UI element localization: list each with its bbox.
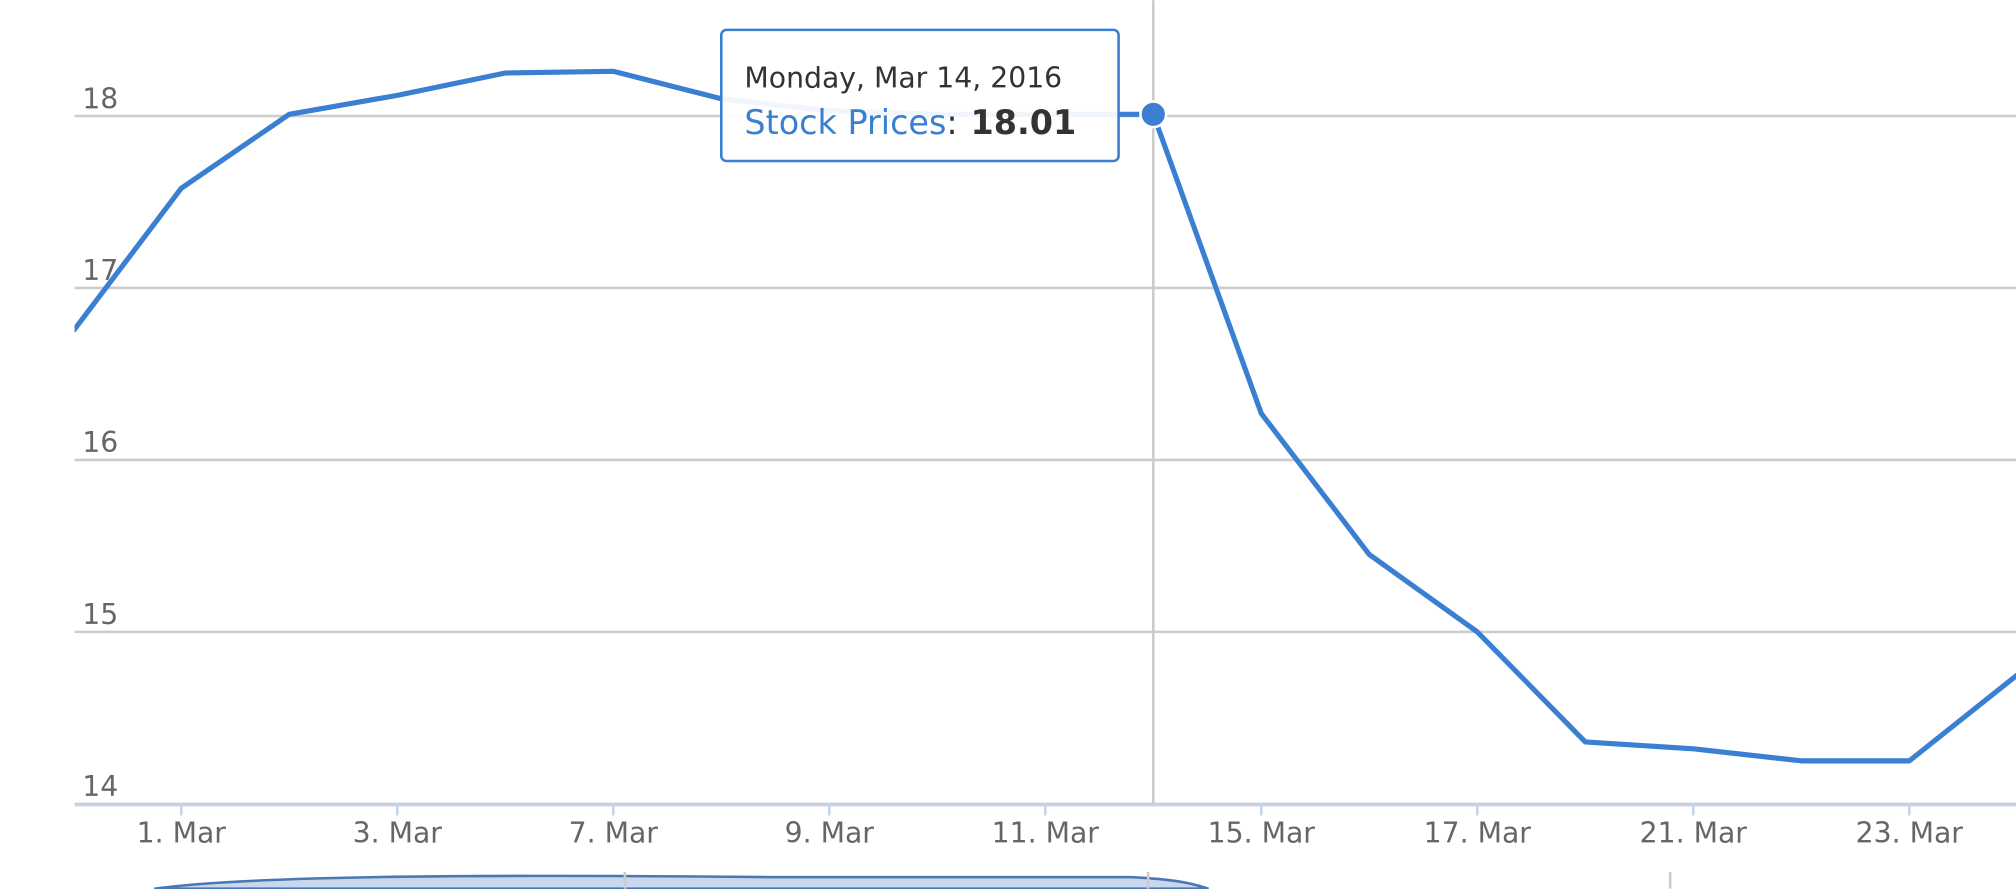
y-tick-label: 18 [82, 82, 118, 115]
tooltip: Monday, Mar 14, 2016 Stock Prices: 18.01 [720, 28, 1120, 163]
x-tick-label: 15. Mar [1208, 816, 1316, 849]
x-tick-label: 7. Mar [569, 816, 659, 849]
y-tick-label: 14 [82, 770, 118, 803]
navigator-series [154, 874, 1209, 889]
x-tick-label: 9. Mar [785, 816, 875, 849]
tooltip-separator: : [946, 103, 957, 142]
tooltip-title: Monday, Mar 14, 2016 [744, 62, 1062, 95]
tooltip-value: 18.01 [971, 103, 1077, 142]
tooltip-line: Stock Prices: 18.01 [744, 103, 1076, 142]
x-tick-label: 3. Mar [353, 816, 443, 849]
x-tick-label: 1. Mar [137, 816, 227, 849]
x-tick-label: 17. Mar [1424, 816, 1532, 849]
hover-marker [1139, 100, 1168, 129]
line-series [74, 68, 2016, 764]
x-tick-label: 21. Mar [1640, 816, 1748, 849]
x-tick-label: 23. Mar [1856, 816, 1964, 849]
x-tick-label: 11. Mar [992, 816, 1100, 849]
tooltip-box [720, 28, 1120, 163]
y-tick-label: 16 [82, 426, 118, 459]
y-tick-label: 15 [82, 598, 118, 631]
tooltip-series-name: Stock Prices [744, 103, 946, 142]
